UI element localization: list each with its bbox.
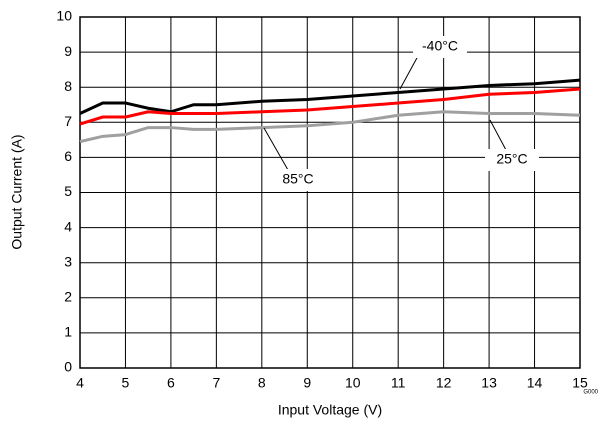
x-tick-label: 4: [76, 375, 84, 391]
x-tick-label: 9: [303, 375, 311, 391]
x-tick-label: 5: [122, 375, 130, 391]
x-tick-label: 11: [391, 375, 406, 391]
y-tick-label: 1: [64, 324, 72, 340]
x-tick-label: 10: [345, 375, 361, 391]
y-tick-label: 2: [64, 289, 72, 305]
y-tick-label: 9: [64, 43, 72, 59]
x-tick-label: 15: [572, 375, 588, 391]
series-label: 25°C: [496, 151, 527, 167]
figure-id: G000: [583, 390, 598, 396]
y-axis-label: Output Current (A): [9, 134, 25, 249]
leader-line: [399, 55, 419, 90]
x-tick-label: 14: [527, 375, 543, 391]
leader-line: [489, 119, 507, 151]
y-tick-label: 10: [56, 8, 72, 24]
leader-line: [263, 127, 289, 171]
x-tick-label: 6: [167, 375, 175, 391]
line-series: [79, 110, 581, 144]
y-tick-label: 4: [64, 218, 72, 234]
y-tick-label: 7: [64, 113, 72, 129]
x-tick-label: 13: [481, 375, 497, 391]
y-tick-label: 0: [64, 359, 72, 375]
y-tick-label: 6: [64, 148, 72, 164]
series-label: -40°C: [422, 38, 458, 54]
label-box: [485, 149, 539, 171]
label-box: [413, 36, 467, 58]
x-axis-label: Input Voltage (V): [278, 402, 382, 418]
series-label: 85°C: [282, 171, 313, 187]
x-tick-label: 8: [258, 375, 266, 391]
label-box: [271, 169, 325, 191]
x-tick-label: 7: [212, 375, 220, 391]
line-series: [79, 78, 581, 115]
y-tick-label: 5: [64, 183, 72, 199]
y-tick-label: 3: [64, 253, 72, 269]
line-series: [79, 87, 581, 126]
y-tick-label: 8: [64, 78, 72, 94]
x-tick-label: 12: [436, 375, 452, 391]
